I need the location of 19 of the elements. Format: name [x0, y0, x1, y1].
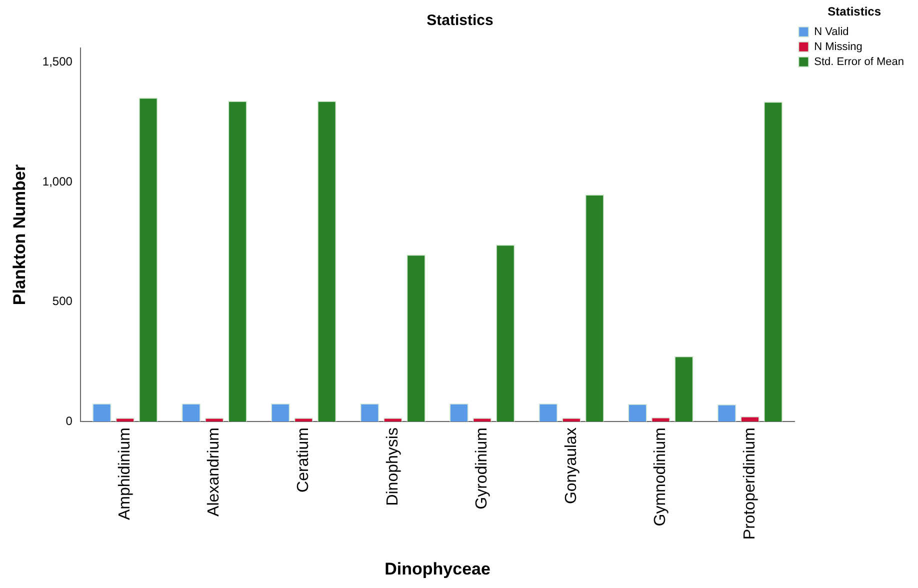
chart-title: Statistics	[426, 12, 494, 30]
y-tick-label: 1,000	[42, 174, 73, 188]
x-tick-label: Protoperidinium	[741, 428, 758, 540]
x-tick-label: Alexandrium	[206, 428, 223, 516]
x-tick-label: Gymnodinium	[652, 428, 670, 526]
x-tick-label: Gonyaulax	[562, 428, 580, 504]
x-tick-label: Dinophysis	[384, 428, 402, 506]
x-tick-label: Amphidinium	[116, 428, 134, 520]
x-tick-label: Gyrodinium	[474, 428, 491, 510]
x-tick-label: Ceratium	[295, 428, 312, 492]
y-axis-title: Plankton Number	[10, 164, 29, 306]
legend-label: N Missing	[814, 40, 862, 53]
x-axis-title: Dinophyceae	[384, 559, 490, 578]
y-tick-label: 500	[52, 294, 73, 308]
legend-label: Std. Error of Mean	[814, 56, 904, 68]
y-tick-label: 1,500	[42, 54, 73, 69]
y-tick-label: 0	[66, 414, 73, 428]
legend-title: Statistics	[828, 4, 882, 18]
legend-label: N Valid	[814, 26, 849, 38]
